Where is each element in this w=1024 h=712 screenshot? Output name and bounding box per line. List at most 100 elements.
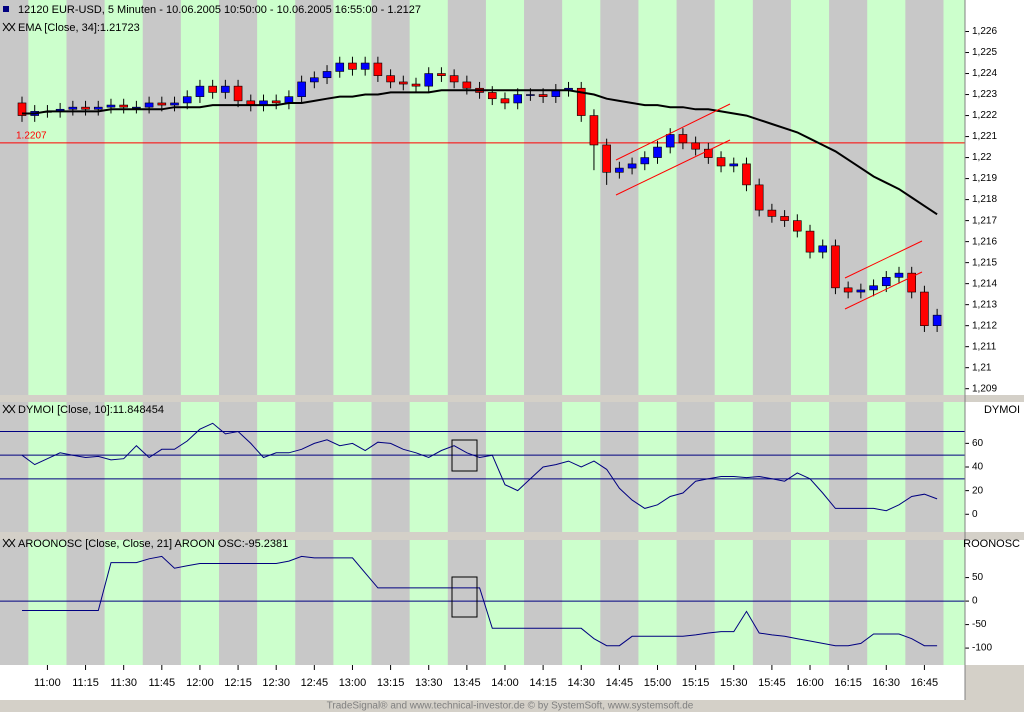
band (28, 540, 67, 665)
candle-body (907, 272, 917, 293)
x-tick-label: 13:45 (453, 677, 481, 689)
candle-body (780, 216, 789, 221)
y-tick-label: 1,214 (972, 278, 997, 289)
axis-area (965, 0, 1024, 665)
candle-body (754, 184, 764, 211)
y-tick-label: 1,21 (972, 362, 992, 373)
x-tick-label: 12:15 (224, 677, 252, 689)
candle-body (932, 314, 942, 326)
channel-line (615, 139, 731, 196)
legend-entry: EMA [Close, 34]:1.21723 (18, 22, 140, 34)
y-tick-label: 1,22 (972, 152, 992, 163)
bands (0, 0, 965, 665)
candle-body (93, 106, 103, 110)
y-tick-label: 1,217 (972, 215, 997, 226)
candle-body (424, 73, 434, 87)
candle-body (729, 163, 739, 167)
candle-body (68, 106, 78, 110)
x-tick-label: 14:45 (606, 677, 634, 689)
candle-body (411, 83, 421, 87)
y-tick-label: 1,223 (972, 89, 997, 100)
x-tick-label: 15:00 (644, 677, 672, 689)
band (562, 0, 601, 395)
x-tick-label: 13:30 (415, 677, 443, 689)
y-tick-label: 1,219 (972, 173, 997, 184)
candle-body (182, 96, 192, 104)
band (104, 0, 143, 395)
candle-body (691, 142, 700, 150)
channel-line (615, 103, 731, 161)
y-tick-label: 60 (972, 438, 984, 449)
candle-body (348, 62, 357, 70)
band (562, 540, 601, 665)
band (333, 402, 372, 532)
candle-body (704, 148, 713, 158)
separator (0, 532, 1024, 540)
candle-body (589, 115, 599, 146)
ema-line (22, 89, 938, 216)
y-tick-label: 1,224 (972, 68, 997, 79)
candle-body (221, 85, 230, 93)
band (638, 402, 677, 532)
highlight-box (451, 576, 478, 618)
x-tick-label: 12:30 (262, 677, 290, 689)
panel-title: DYMOI [Close, 10]:11.848454 (18, 404, 164, 416)
candle-body (132, 106, 141, 109)
candle-body (500, 98, 510, 104)
candle-body (767, 209, 777, 217)
band (943, 402, 965, 532)
x-tick-label: 13:00 (339, 677, 367, 689)
candle-body (386, 75, 395, 83)
candle-body (106, 104, 116, 108)
channel-line (844, 271, 923, 310)
candle-body (716, 157, 726, 167)
x-tick-label: 14:30 (567, 677, 595, 689)
candle-body (818, 245, 828, 253)
candle-body (487, 92, 497, 100)
y-tick-label: 1,221 (972, 131, 997, 142)
x-tick-label: 16:45 (911, 677, 939, 689)
candle-body (526, 94, 535, 96)
candle-body (449, 75, 459, 83)
indicator-line (22, 555, 938, 647)
band (409, 402, 448, 532)
axis-title: ROONOSC (963, 538, 1020, 550)
y-tick-label: 1,213 (972, 299, 997, 310)
highlight-box (451, 439, 478, 472)
candle-body (793, 220, 802, 232)
band (867, 0, 906, 395)
candle-body (81, 106, 90, 110)
y-tick-label: 0 (972, 596, 978, 607)
candle-body (805, 230, 815, 253)
candle-body (462, 81, 472, 89)
candle-body (856, 289, 866, 293)
y-tick-label: 0 (972, 509, 978, 520)
band (485, 402, 525, 532)
band (485, 540, 525, 665)
panel-title: AROONOSC [Close, Close, 21] AROON OSC:-9… (18, 538, 288, 550)
candle-body (742, 163, 751, 186)
candle-body (881, 277, 891, 287)
candle-body (513, 94, 522, 104)
y-tick-label: 1,216 (972, 236, 997, 247)
y-tick-label: 20 (972, 485, 984, 496)
x-tick-label: 15:15 (682, 677, 710, 689)
candle-body (208, 85, 217, 93)
plot: 11:00 11:15 11:30 11:45 12:00 12:15 12:30 12:45… (0, 26, 997, 689)
y-tick-label: -100 (972, 643, 992, 654)
y-tick-label: 1,211 (972, 341, 997, 352)
candle-body (17, 102, 27, 116)
band (28, 402, 67, 532)
candle-body (602, 144, 611, 173)
x-tick-label: 16:30 (873, 677, 901, 689)
band (790, 402, 830, 532)
band (409, 0, 448, 395)
x-tick-label: 11:00 (34, 677, 61, 689)
x-tick-label: 14:00 (491, 677, 519, 689)
band (714, 0, 753, 395)
y-tick-label: -50 (972, 619, 987, 630)
reference-label: 1.2207 (16, 131, 47, 142)
candle-body (831, 245, 840, 289)
x-tick-label: 12:45 (301, 677, 329, 689)
